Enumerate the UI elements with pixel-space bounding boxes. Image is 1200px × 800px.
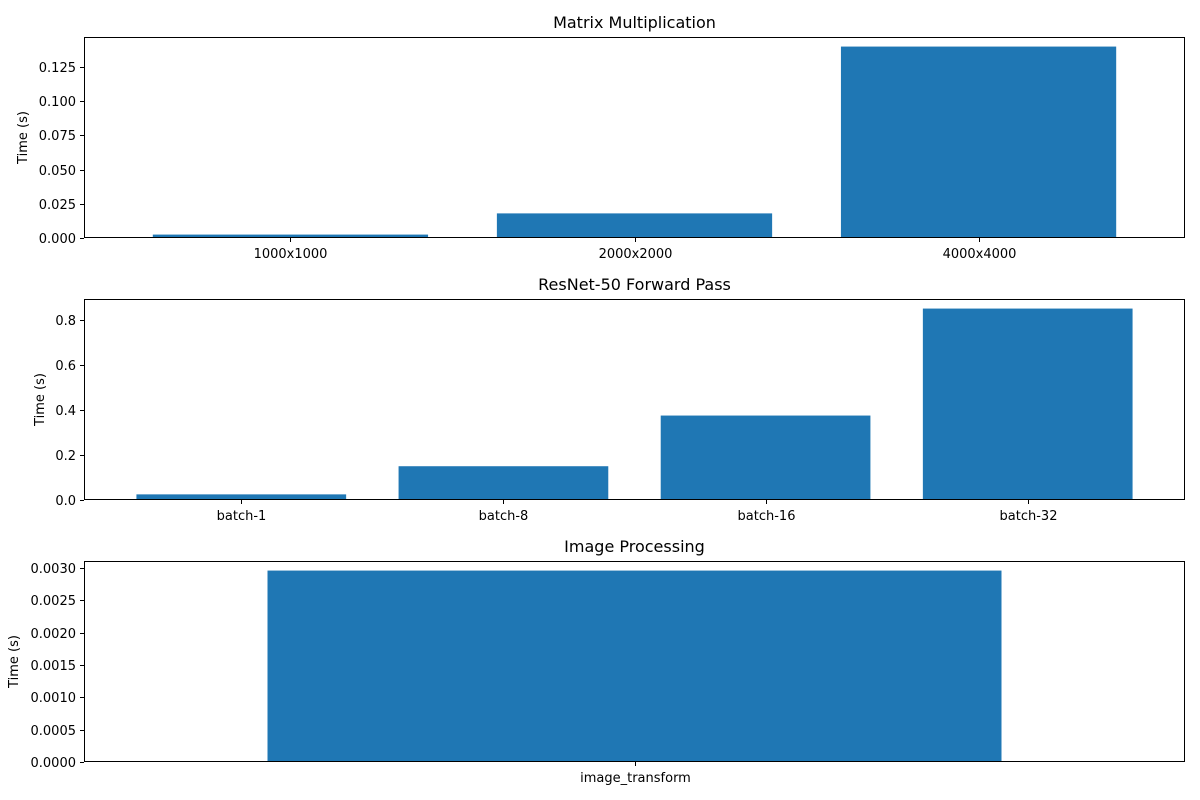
chart-0-ytick-label: 0.075 (39, 129, 76, 144)
chart-0-xtick-label-4000x4000: 4000x4000 (943, 247, 1017, 262)
chart-1-bar-batch-16 (660, 415, 871, 500)
chart-1-bar-batch-8 (398, 466, 609, 500)
chart-0-bar-1000x1000 (152, 234, 429, 238)
chart-0-xtick-label-1000x1000: 1000x1000 (254, 247, 328, 262)
chart-2-ytick-label: 0.0010 (31, 691, 77, 706)
chart-0-bar-2000x2000 (496, 213, 773, 238)
chart-0-xtick-label-2000x2000: 2000x2000 (599, 247, 673, 262)
chart-2-ytick-label: 0.0005 (31, 724, 77, 739)
chart-matrix-multiplication: 0.000 0.025 0.050 0.075 0.100 0.125 1000x1000 2… (16, 13, 1185, 262)
chart-2-axes-frame (84, 561, 1185, 762)
chart-1-xtick-label-batch-8: batch-8 (479, 509, 529, 524)
chart-0-bar-4000x4000 (840, 46, 1117, 238)
chart-0-title: Matrix Multiplication (553, 13, 716, 32)
chart-1-bar-batch-32 (922, 308, 1133, 500)
chart-2-bar-image-transform (267, 570, 1002, 762)
chart-0-ytick-label: 0.125 (39, 61, 76, 76)
chart-1-ytick-label: 0.6 (55, 359, 76, 374)
chart-1-ylabel: Time (s) (33, 373, 48, 427)
chart-0-ylabel: Time (s) (16, 111, 31, 165)
chart-0-ytick-label: 0.025 (39, 198, 76, 213)
chart-2-title: Image Processing (564, 537, 705, 556)
chart-0-ytick-label: 0.100 (39, 95, 76, 110)
chart-1-bar-batch-1 (136, 494, 347, 500)
chart-2-ytick-label: 0.0025 (31, 594, 77, 609)
chart-0-ytick-label: 0.000 (39, 232, 76, 247)
chart-2-ylabel: Time (s) (7, 635, 22, 689)
chart-1-ytick-label: 0.8 (55, 314, 76, 329)
chart-1-axes-frame (84, 299, 1185, 500)
chart-1-xtick-label-batch-32: batch-32 (1000, 509, 1058, 524)
chart-0-axes-frame (84, 37, 1185, 238)
chart-2-ytick-label: 0.0000 (31, 756, 77, 771)
chart-1-ytick-label: 0.0 (55, 494, 76, 509)
chart-2-xtick-label-image-transform: image_transform (580, 771, 691, 786)
chart-1-ytick-label: 0.4 (55, 404, 76, 419)
chart-2-ytick-label: 0.0015 (31, 659, 77, 674)
chart-0-ytick-label: 0.050 (39, 164, 76, 179)
chart-2-ytick-label: 0.0030 (31, 562, 77, 577)
chart-resnet-forward-pass: 0.0 0.2 0.4 0.6 0.8 batch-1 batch-8 batch-16 bat… (33, 275, 1185, 524)
chart-1-xtick-label-batch-1: batch-1 (217, 509, 267, 524)
chart-1-xtick-label-batch-16: batch-16 (738, 509, 796, 524)
chart-2-ytick-label: 0.0020 (31, 627, 77, 642)
chart-1-ytick-label: 0.2 (55, 449, 76, 464)
chart-image-processing: 0.0000 0.0005 0.0010 0.0015 0.0020 0.0025 0.00… (7, 537, 1185, 786)
chart-1-title: ResNet-50 Forward Pass (538, 275, 731, 294)
